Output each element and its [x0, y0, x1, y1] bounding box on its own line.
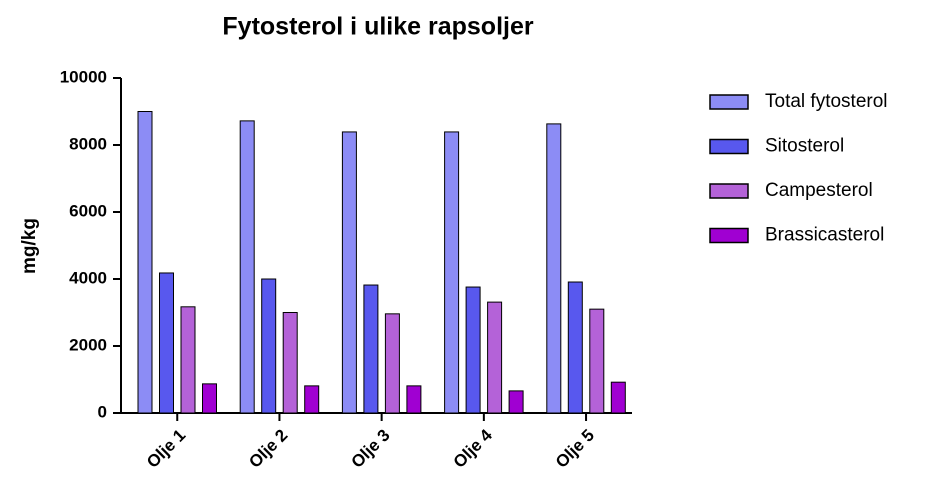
legend-label: Sitosterol — [765, 136, 844, 157]
bar — [261, 278, 277, 414]
bar — [546, 123, 562, 414]
bar — [341, 131, 357, 414]
y-tick-label: 0 — [98, 402, 107, 421]
bar — [487, 301, 503, 414]
bar — [304, 385, 320, 414]
bar — [406, 385, 422, 414]
x-tick-label: Olje 1 — [143, 426, 189, 472]
bar — [465, 286, 481, 414]
legend-label: Campesterol — [765, 180, 873, 201]
x-tick-label: Olje 3 — [347, 426, 393, 472]
x-tick-label: Olje 5 — [552, 426, 598, 472]
legend-swatch — [709, 138, 749, 155]
bar — [137, 111, 153, 414]
legend-label: Brassicasterol — [765, 225, 884, 246]
bar — [444, 131, 460, 414]
y-tick-label: 8000 — [69, 134, 107, 153]
legend-swatch — [709, 227, 749, 244]
y-axis-label: mg/kg — [19, 218, 40, 274]
bar — [159, 272, 174, 414]
x-tick-label: Olje 2 — [245, 426, 291, 472]
bar — [610, 381, 626, 414]
y-tick-label: 4000 — [69, 268, 107, 287]
legend-swatch — [709, 94, 749, 110]
bar — [202, 383, 217, 414]
y-tick-label: 2000 — [69, 335, 107, 354]
bar — [508, 390, 524, 414]
y-tick-label: 6000 — [69, 201, 107, 220]
legend-swatch — [709, 183, 749, 199]
legend-label: Total fytosterol — [765, 91, 888, 112]
bar — [180, 306, 196, 414]
bar — [239, 120, 255, 414]
bar — [363, 284, 379, 414]
bar — [282, 312, 298, 414]
bar — [384, 313, 400, 414]
y-tick-label: 10000 — [60, 67, 107, 86]
x-tick-label: Olje 4 — [450, 425, 497, 472]
chart-title: Fytosterol i ulike rapsoljer — [222, 13, 533, 41]
bar — [567, 281, 583, 414]
bar — [589, 308, 605, 414]
